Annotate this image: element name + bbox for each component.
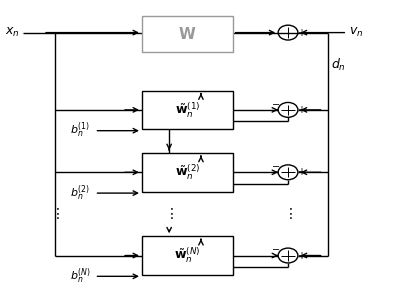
Text: $\vdots$: $\vdots$ — [50, 206, 60, 221]
Text: $v_n$: $v_n$ — [349, 26, 364, 39]
Text: $\vdots$: $\vdots$ — [164, 206, 174, 221]
Text: $\vdots$: $\vdots$ — [283, 206, 293, 221]
Text: $d_n$: $d_n$ — [332, 57, 346, 73]
Text: $\tilde{\mathbf{w}}_n^{(1)}$: $\tilde{\mathbf{w}}_n^{(1)}$ — [175, 100, 200, 120]
Text: +: + — [297, 105, 305, 115]
Text: −: − — [272, 245, 280, 255]
Bar — [142, 236, 233, 275]
Text: +: + — [297, 250, 305, 260]
Text: $b_n^{(1)}$: $b_n^{(1)}$ — [70, 121, 90, 140]
Text: $b_n^{(2)}$: $b_n^{(2)}$ — [70, 183, 90, 203]
Text: $\tilde{\mathbf{w}}_n^{(N)}$: $\tilde{\mathbf{w}}_n^{(N)}$ — [174, 246, 200, 265]
Text: $\tilde{\mathbf{w}}_n^{(2)}$: $\tilde{\mathbf{w}}_n^{(2)}$ — [175, 163, 200, 182]
Text: +: + — [297, 28, 305, 38]
Text: $x_n$: $x_n$ — [5, 26, 20, 39]
Bar — [142, 91, 233, 129]
Text: −: − — [272, 162, 280, 172]
Bar — [142, 153, 233, 192]
Text: $\mathbf{W}$: $\mathbf{W}$ — [178, 26, 196, 42]
Text: +: + — [297, 167, 305, 177]
Text: −: − — [272, 100, 280, 110]
Bar — [142, 16, 233, 52]
Text: $b_n^{(N)}$: $b_n^{(N)}$ — [70, 266, 90, 286]
